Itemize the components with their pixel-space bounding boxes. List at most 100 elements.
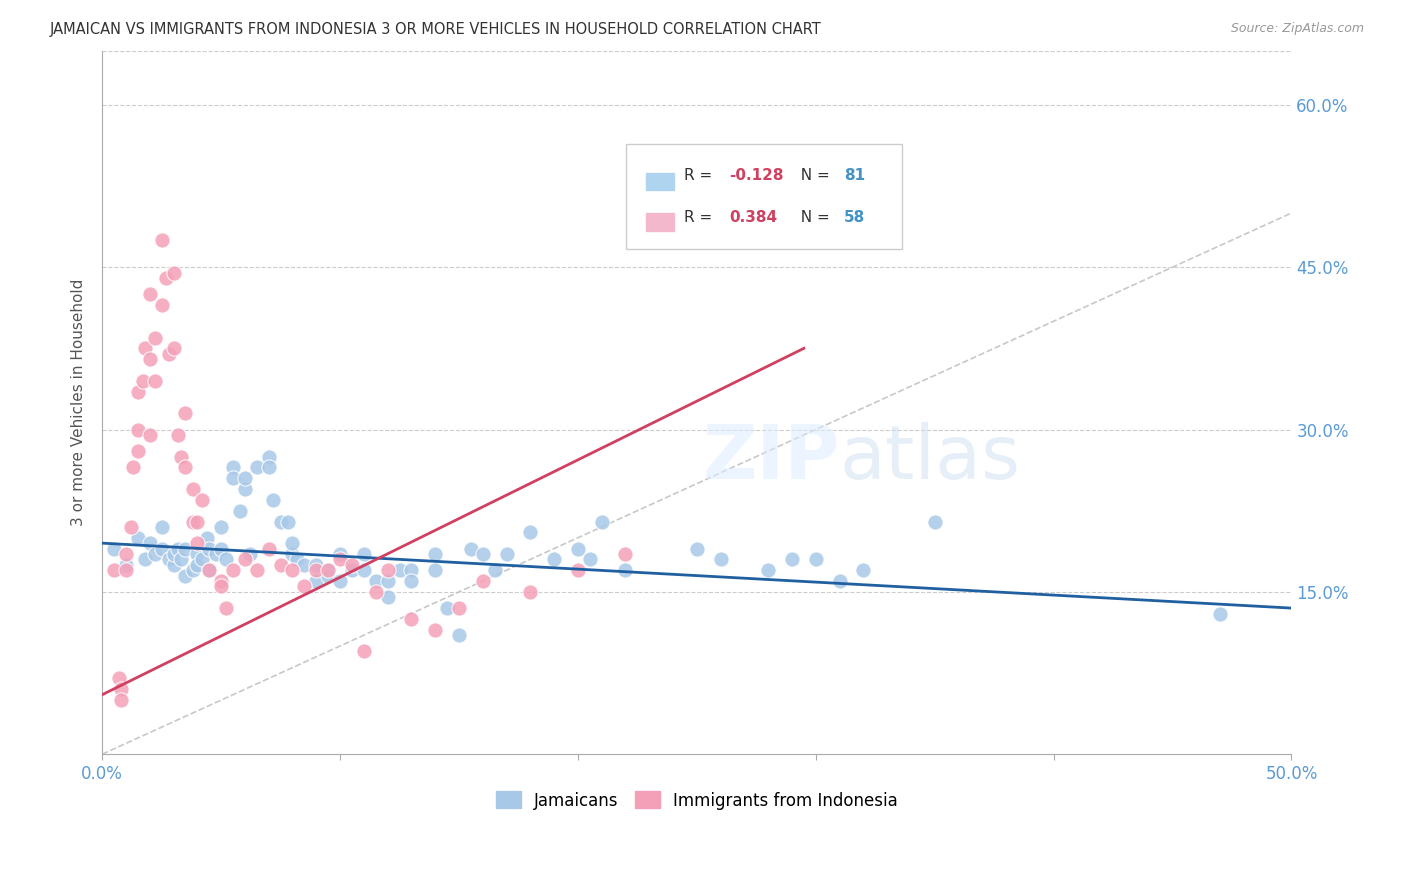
Point xyxy=(292,579,315,593)
Point xyxy=(134,342,156,356)
Point xyxy=(305,558,328,572)
Point xyxy=(447,628,470,642)
Point xyxy=(143,330,166,344)
Point xyxy=(614,563,637,577)
Text: N =: N = xyxy=(790,168,835,183)
Point xyxy=(377,563,399,577)
Point xyxy=(181,482,204,496)
Point xyxy=(186,547,208,561)
Point xyxy=(614,547,637,561)
Point xyxy=(115,558,138,572)
Point xyxy=(401,563,423,577)
Point xyxy=(139,352,162,367)
Point xyxy=(115,547,138,561)
Point xyxy=(131,374,153,388)
Point xyxy=(139,287,162,301)
Point xyxy=(257,460,280,475)
Point xyxy=(591,515,613,529)
Point xyxy=(281,536,304,550)
Point xyxy=(191,492,214,507)
Point xyxy=(519,525,541,540)
Point xyxy=(316,568,339,582)
Point xyxy=(127,384,149,399)
Point xyxy=(316,563,339,577)
Point xyxy=(329,547,352,561)
Point xyxy=(222,460,245,475)
Point xyxy=(143,547,166,561)
Point xyxy=(157,347,180,361)
Point xyxy=(150,233,173,247)
Point xyxy=(120,520,142,534)
Point xyxy=(270,558,292,572)
Point xyxy=(239,547,262,561)
Point xyxy=(425,623,447,637)
Point xyxy=(305,563,328,577)
Point xyxy=(181,515,204,529)
Point xyxy=(155,271,177,285)
Point xyxy=(353,644,375,658)
Point xyxy=(233,552,256,566)
Point xyxy=(924,515,946,529)
Point xyxy=(162,266,184,280)
Point xyxy=(460,541,482,556)
Point xyxy=(174,406,197,420)
Text: 58: 58 xyxy=(844,210,866,225)
Point xyxy=(122,460,145,475)
Point xyxy=(157,552,180,566)
Point xyxy=(270,515,292,529)
Point xyxy=(246,460,269,475)
Point xyxy=(162,558,184,572)
Point xyxy=(139,428,162,442)
Point xyxy=(167,428,190,442)
Point xyxy=(567,563,589,577)
Point xyxy=(471,547,494,561)
Point xyxy=(191,552,214,566)
Point xyxy=(1209,607,1232,621)
Point xyxy=(305,574,328,588)
Point xyxy=(110,693,132,707)
Point xyxy=(167,541,190,556)
Point xyxy=(127,444,149,458)
Point xyxy=(804,552,827,566)
Point xyxy=(578,552,600,566)
Point xyxy=(174,541,197,556)
Point xyxy=(209,579,232,593)
Point xyxy=(233,471,256,485)
Point xyxy=(686,541,709,556)
Point xyxy=(205,547,228,561)
Text: ZIP: ZIP xyxy=(702,422,839,495)
Point xyxy=(401,574,423,588)
Text: atlas: atlas xyxy=(839,422,1021,495)
Point xyxy=(340,558,363,572)
Point xyxy=(246,563,269,577)
Text: N =: N = xyxy=(790,210,835,225)
Point xyxy=(103,563,125,577)
Text: JAMAICAN VS IMMIGRANTS FROM INDONESIA 3 OR MORE VEHICLES IN HOUSEHOLD CORRELATIO: JAMAICAN VS IMMIGRANTS FROM INDONESIA 3 … xyxy=(49,22,821,37)
Point xyxy=(162,547,184,561)
Point xyxy=(115,563,138,577)
Point xyxy=(134,552,156,566)
Point xyxy=(353,547,375,561)
Point xyxy=(353,563,375,577)
Point xyxy=(377,591,399,605)
Legend: Jamaicans, Immigrants from Indonesia: Jamaicans, Immigrants from Indonesia xyxy=(489,785,905,816)
Point xyxy=(447,601,470,615)
Y-axis label: 3 or more Vehicles in Household: 3 or more Vehicles in Household xyxy=(72,279,86,526)
Point xyxy=(186,515,208,529)
Point xyxy=(377,574,399,588)
Point xyxy=(150,298,173,312)
Point xyxy=(281,563,304,577)
Point xyxy=(543,552,565,566)
Point xyxy=(257,450,280,464)
Point xyxy=(257,541,280,556)
Point xyxy=(852,563,875,577)
Point xyxy=(222,471,245,485)
Text: Source: ZipAtlas.com: Source: ZipAtlas.com xyxy=(1230,22,1364,36)
Point xyxy=(364,574,387,588)
Point xyxy=(471,574,494,588)
Point xyxy=(262,492,284,507)
Point xyxy=(425,547,447,561)
Point xyxy=(484,563,506,577)
Point xyxy=(170,450,193,464)
Point xyxy=(285,552,308,566)
